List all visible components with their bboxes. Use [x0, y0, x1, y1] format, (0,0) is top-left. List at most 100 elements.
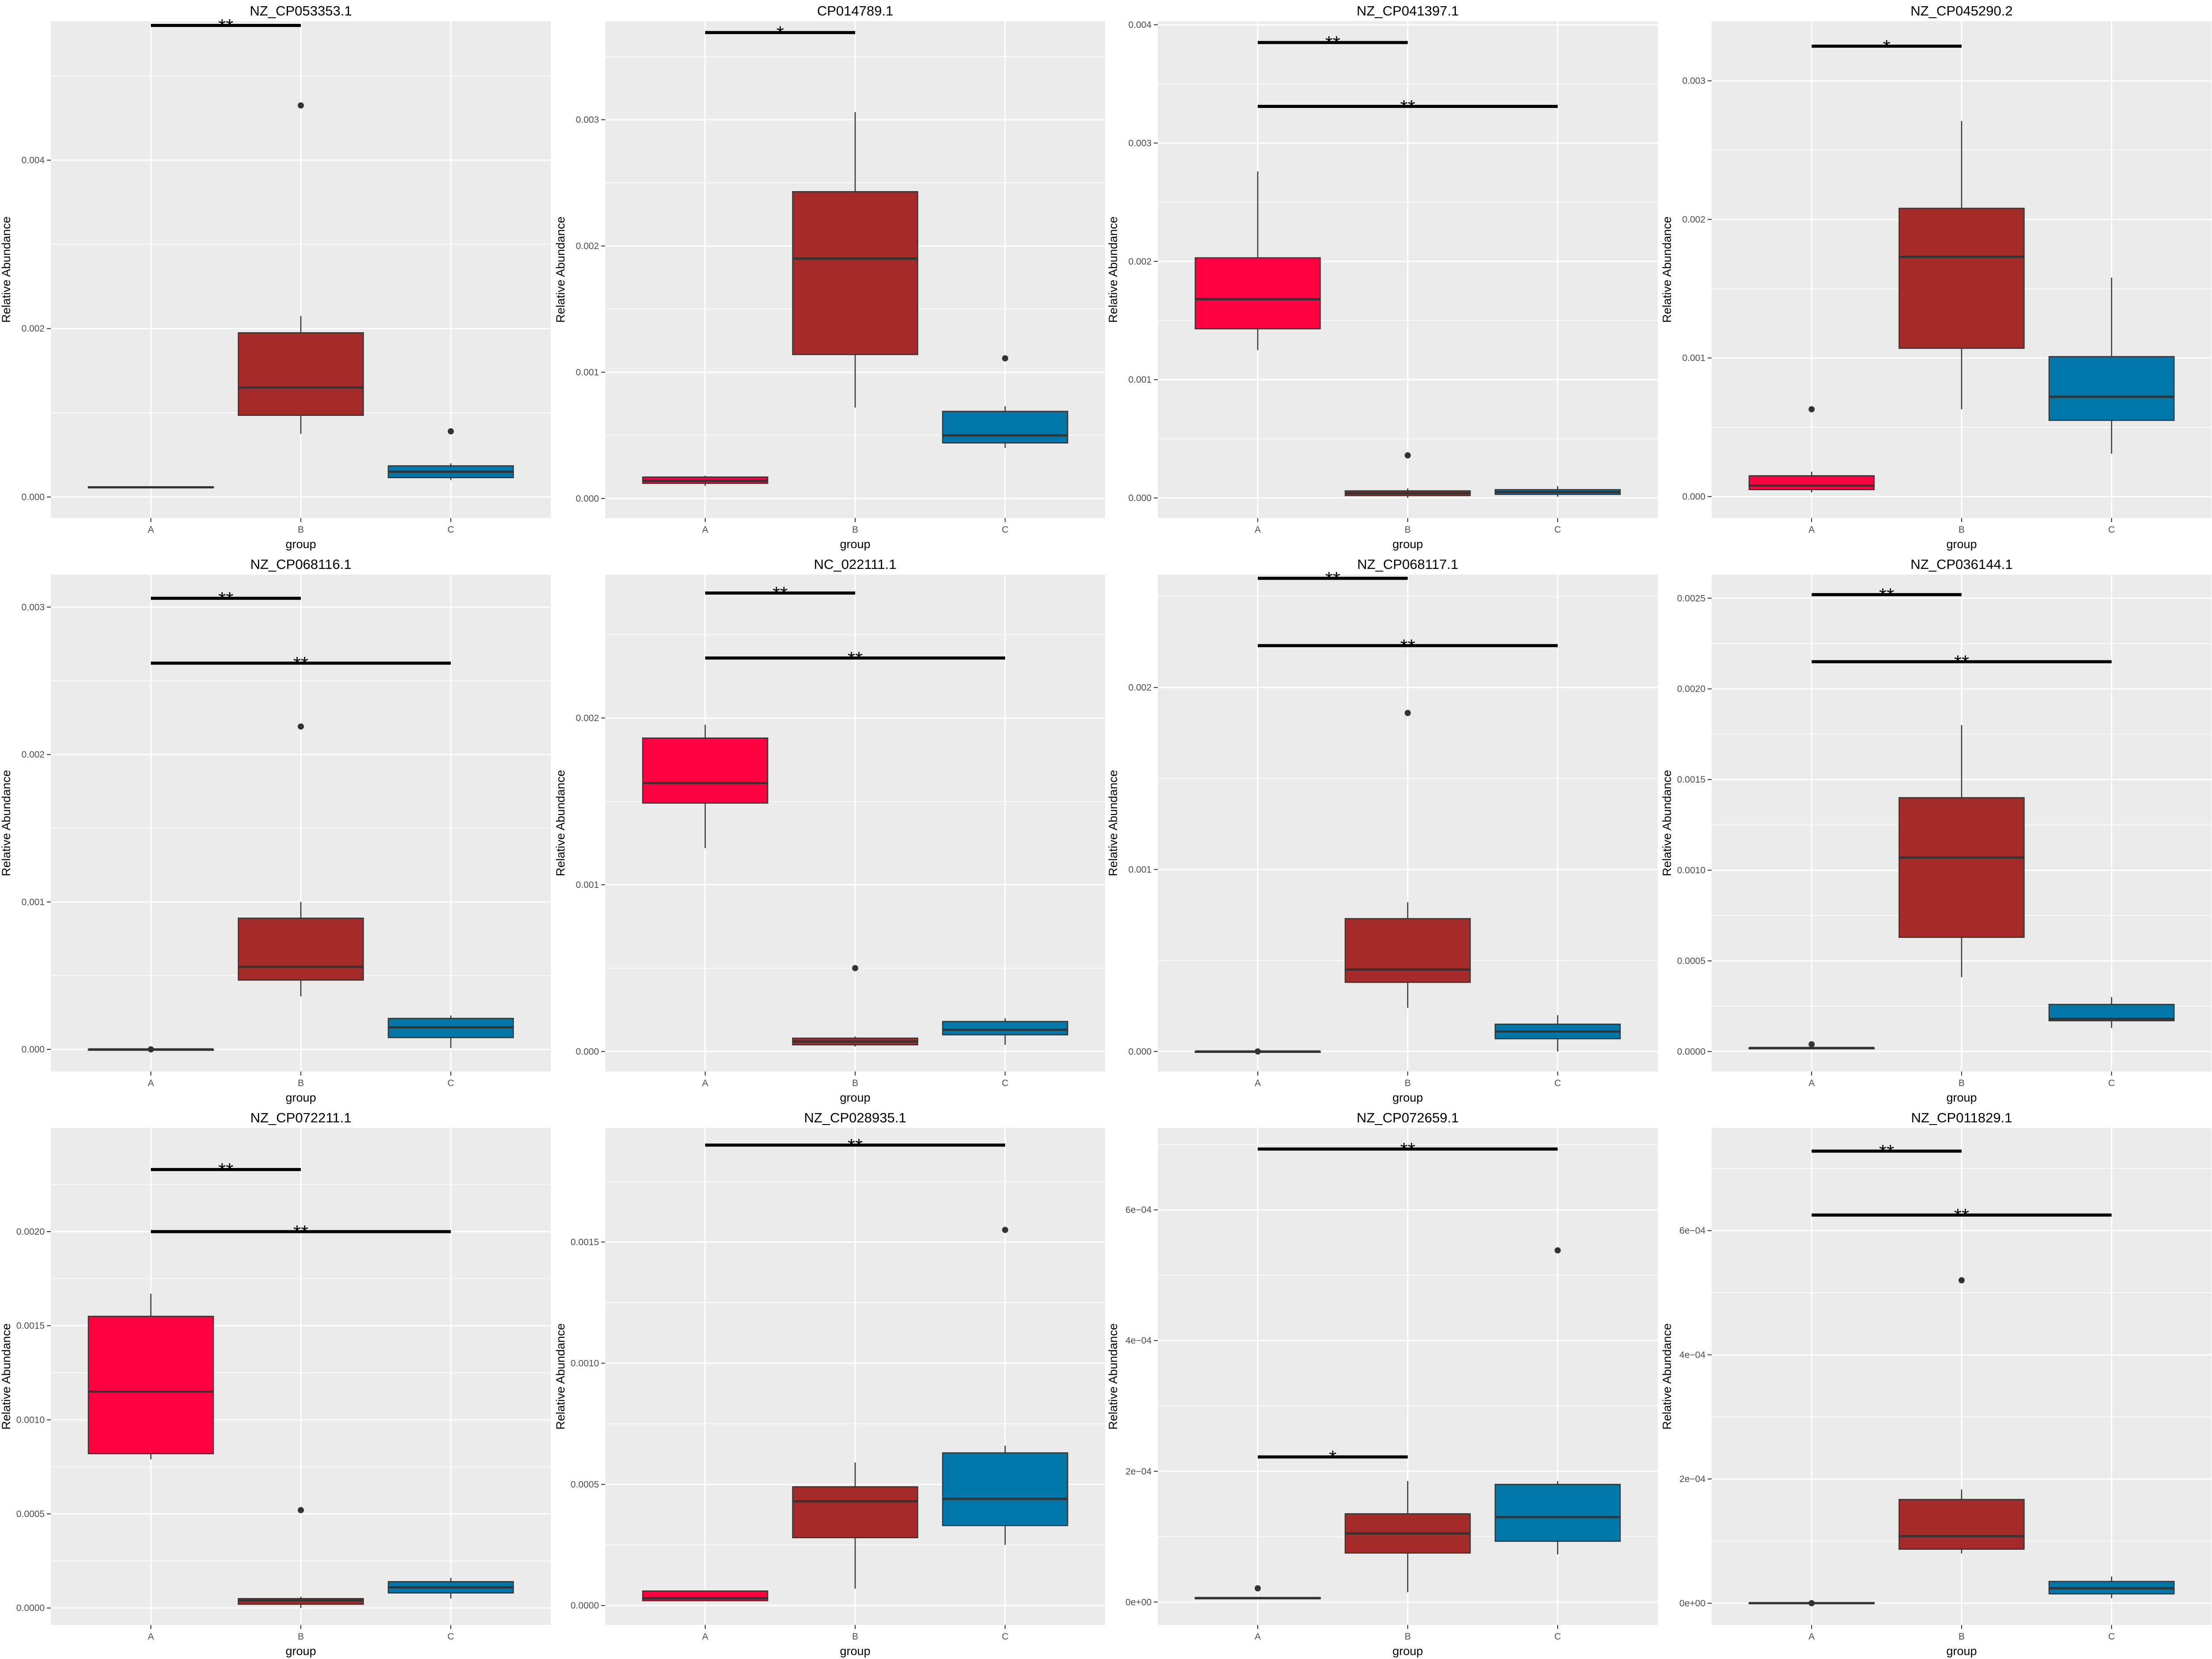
significance-label: ** — [1879, 1141, 1894, 1163]
x-tick-label: C — [2108, 525, 2115, 535]
y-tick-label: 6e−04 — [1125, 1205, 1152, 1215]
x-axis-label: group — [1946, 538, 1977, 551]
x-axis-label: group — [285, 538, 316, 551]
y-tick-label: 0.003 — [1682, 76, 1705, 86]
box-body — [2048, 356, 2175, 421]
y-tick-label: 0.0015 — [16, 1321, 45, 1331]
panel-title: NZ_CP072659.1 — [1357, 1110, 1459, 1125]
x-tick-label: B — [1959, 525, 1965, 535]
facet-panel: ** ** 0.0000 0.0005 0.0010 0.0015 0.0020 A B C NZ_… — [0, 1110, 551, 1658]
outlier-point — [448, 428, 454, 434]
facet-panel: ** ** 0.000 0.001 0.002 0.003 A B C NZ_CP068116.1… — [0, 557, 551, 1104]
significance-label: ** — [218, 1160, 233, 1181]
y-tick-label: 0.000 — [576, 494, 599, 504]
x-tick-label: B — [1959, 1632, 1965, 1642]
x-tick-label: B — [298, 1078, 304, 1088]
box-body — [238, 918, 364, 981]
x-tick-label: A — [1809, 525, 1815, 535]
y-tick-label: 0e+00 — [1679, 1598, 1705, 1609]
outlier-point — [1959, 1277, 1965, 1283]
y-tick-label: 0.002 — [21, 750, 45, 760]
facet-panel: ** 0.0000 0.0005 0.0010 0.0015 A B C NZ_CP028935… — [554, 1110, 1105, 1658]
box-c — [1494, 1247, 1621, 1555]
y-axis-label: Relative Abundance — [554, 1323, 567, 1429]
box-c — [1494, 486, 1621, 497]
significance-label: ** — [1325, 32, 1340, 54]
facet-panel: ** ** 0.000 0.001 0.002 A B C NZ_CP068117.1group… — [1106, 557, 1658, 1104]
y-axis-label: Relative Abundance — [1106, 216, 1120, 323]
y-tick-label: 0.0005 — [16, 1509, 45, 1519]
x-axis-label: group — [285, 1644, 316, 1658]
x-axis-label: group — [840, 1644, 870, 1658]
outlier-point — [298, 102, 304, 109]
box-b — [1898, 1277, 2025, 1554]
box-c — [2048, 277, 2175, 454]
y-tick-label: 0.003 — [21, 602, 45, 612]
box-body — [792, 191, 918, 355]
box-a — [642, 1590, 768, 1601]
significance-label: * — [776, 23, 784, 44]
outlier-point — [852, 965, 858, 972]
box-body — [1344, 918, 1471, 983]
x-tick-label: A — [1809, 1632, 1815, 1642]
x-axis-label: group — [840, 1091, 870, 1104]
x-tick-label: B — [1959, 1078, 1965, 1088]
facet-panel: ** ** 0e+00 2e−04 4e−04 6e−04 A B C NZ_CP011829.1… — [1660, 1110, 2212, 1658]
x-tick-label: A — [702, 1078, 708, 1088]
y-tick-label: 0.0010 — [1677, 865, 1705, 876]
y-axis-label: Relative Abundance — [0, 770, 13, 876]
x-tick-label: A — [148, 1078, 154, 1088]
y-tick-label: 0.000 — [576, 1047, 599, 1057]
box-b — [792, 112, 918, 408]
box-b — [1898, 725, 2025, 977]
y-tick-label: 0.0000 — [1677, 1047, 1705, 1057]
box-a — [1194, 1048, 1321, 1055]
x-tick-label: C — [1554, 1632, 1561, 1642]
y-tick-label: 0.002 — [1682, 215, 1705, 225]
y-axis-label: Relative Abundance — [1660, 770, 1674, 876]
y-axis-label: Relative Abundance — [1106, 1323, 1120, 1429]
outlier-point — [1809, 1600, 1815, 1606]
box-b — [1344, 1481, 1471, 1593]
y-axis-label: Relative Abundance — [1106, 770, 1120, 876]
y-axis-label: Relative Abundance — [0, 216, 13, 323]
box-b — [1344, 452, 1471, 498]
panel-title: NC_022111.1 — [814, 557, 897, 572]
significance-label: ** — [1400, 635, 1415, 657]
y-tick-label: 0.000 — [21, 492, 45, 502]
box-a — [88, 486, 214, 489]
outlier-point — [1809, 1041, 1815, 1048]
x-tick-label: A — [702, 525, 708, 535]
y-tick-label: 0.002 — [576, 713, 599, 723]
x-tick-label: B — [1405, 1078, 1411, 1088]
y-tick-label: 0.001 — [576, 880, 599, 890]
y-tick-label: 0.001 — [1128, 375, 1152, 385]
x-tick-label: A — [148, 1632, 154, 1642]
box-a — [1194, 171, 1321, 350]
box-body — [1194, 257, 1321, 330]
y-tick-label: 0e+00 — [1125, 1597, 1152, 1607]
y-tick-label: 0.0020 — [16, 1227, 45, 1237]
x-tick-label: B — [298, 1632, 304, 1642]
box-b — [792, 1462, 918, 1589]
box-a — [642, 476, 768, 486]
box-a — [1748, 406, 1875, 493]
box-c — [2048, 997, 2175, 1028]
panel-title: NZ_CP041397.1 — [1357, 3, 1459, 19]
facet-panel: ** ** 0.000 0.001 0.002 0.003 0.004 A B C NZ_CP041… — [1106, 3, 1658, 551]
x-tick-label: C — [2108, 1078, 2115, 1088]
y-tick-label: 0.000 — [1128, 493, 1152, 503]
y-tick-label: 0.002 — [1128, 257, 1152, 267]
box-body — [238, 332, 364, 416]
y-tick-label: 4e−04 — [1679, 1350, 1705, 1360]
panel-title: NZ_CP053353.1 — [250, 3, 352, 19]
significance-label: ** — [218, 588, 233, 610]
box-body — [1748, 475, 1875, 491]
x-axis-label: group — [1392, 538, 1423, 551]
box-b — [238, 723, 364, 997]
box-b — [238, 1507, 364, 1608]
significance-label: ** — [1400, 1139, 1415, 1160]
outlier-point — [1002, 1227, 1008, 1233]
outlier-point — [298, 723, 304, 730]
y-tick-label: 0.001 — [1682, 353, 1705, 363]
